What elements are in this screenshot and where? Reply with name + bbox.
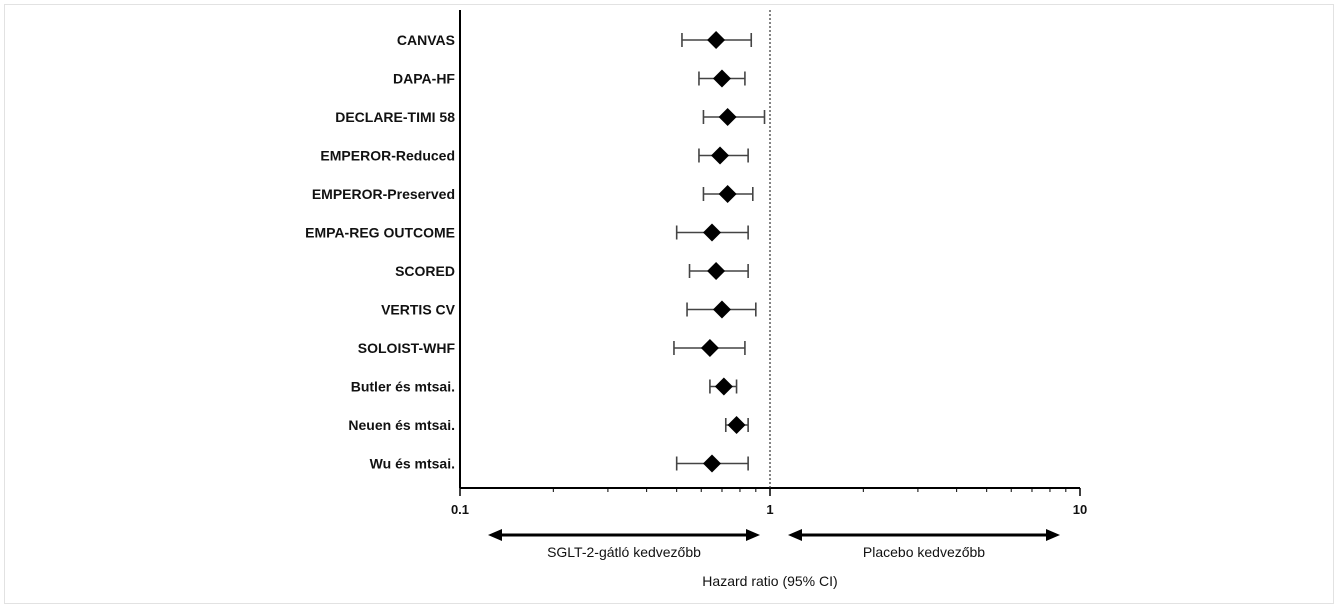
study-label: VERTIS CV: [381, 302, 456, 318]
study-row: VERTIS CV: [381, 300, 757, 319]
hr-diamond-marker: [707, 262, 726, 280]
favours-left-arrow: [488, 529, 760, 541]
study-row: EMPEROR-Reduced: [320, 146, 749, 165]
hr-diamond-marker: [714, 377, 733, 396]
x-tick-label: 0.1: [451, 502, 469, 517]
study-label: DAPA-HF: [393, 71, 455, 87]
study-row: Butler és mtsai.: [351, 377, 738, 396]
favours-right-label: Placebo kedvezőbb: [863, 544, 985, 560]
hr-diamond-marker: [727, 416, 746, 434]
study-rows: CANVAS DAPA-HF DECLARE-TIMI 58 EMPEROR-Redu…: [305, 31, 766, 473]
favours-right-arrow-head-right: [1046, 529, 1060, 541]
study-row: DAPA-HF: [393, 69, 746, 88]
favours-left-arrow-head-left: [488, 529, 502, 541]
favours-left-arrow-head-right: [746, 529, 760, 541]
hr-diamond-marker: [700, 339, 719, 357]
study-row: SCORED: [395, 262, 749, 280]
favours-right-arrow-head-left: [788, 529, 802, 541]
study-label: EMPA-REG OUTCOME: [305, 225, 455, 241]
hr-diamond-marker: [718, 108, 737, 126]
study-row: EMPEROR-Preserved: [312, 185, 754, 203]
study-row: Wu és mtsai.: [370, 454, 749, 473]
hr-diamond-marker: [718, 185, 737, 203]
x-axis-ticks: 0.1 1 10: [451, 488, 1087, 517]
favours-left-label: SGLT-2-gátló kedvezőbb: [547, 544, 701, 560]
study-row: CANVAS: [397, 31, 753, 49]
hr-diamond-marker: [703, 223, 722, 242]
hr-diamond-marker: [712, 69, 731, 88]
study-label: Neuen és mtsai.: [348, 417, 455, 433]
hr-diamond-marker: [707, 31, 726, 49]
hr-diamond-marker: [703, 454, 722, 473]
hr-diamond-marker: [711, 146, 730, 165]
favours-right-arrow: [788, 529, 1060, 541]
study-row: DECLARE-TIMI 58: [335, 108, 766, 126]
study-label: SCORED: [395, 263, 455, 279]
study-label: Butler és mtsai.: [351, 379, 455, 395]
x-axis-title: Hazard ratio (95% CI): [702, 573, 837, 589]
study-label: DECLARE-TIMI 58: [335, 109, 455, 125]
study-row: EMPA-REG OUTCOME: [305, 223, 749, 242]
x-tick-label: 10: [1073, 502, 1087, 517]
study-label: CANVAS: [397, 32, 455, 48]
hr-diamond-marker: [712, 300, 731, 319]
study-label: SOLOIST-WHF: [358, 340, 456, 356]
study-label: Wu és mtsai.: [370, 456, 455, 472]
x-tick-label: 1: [766, 502, 773, 517]
study-label: EMPEROR-Reduced: [320, 148, 455, 164]
study-row: Neuen és mtsai.: [348, 416, 749, 434]
study-row: SOLOIST-WHF: [358, 339, 746, 357]
study-label: EMPEROR-Preserved: [312, 186, 455, 202]
